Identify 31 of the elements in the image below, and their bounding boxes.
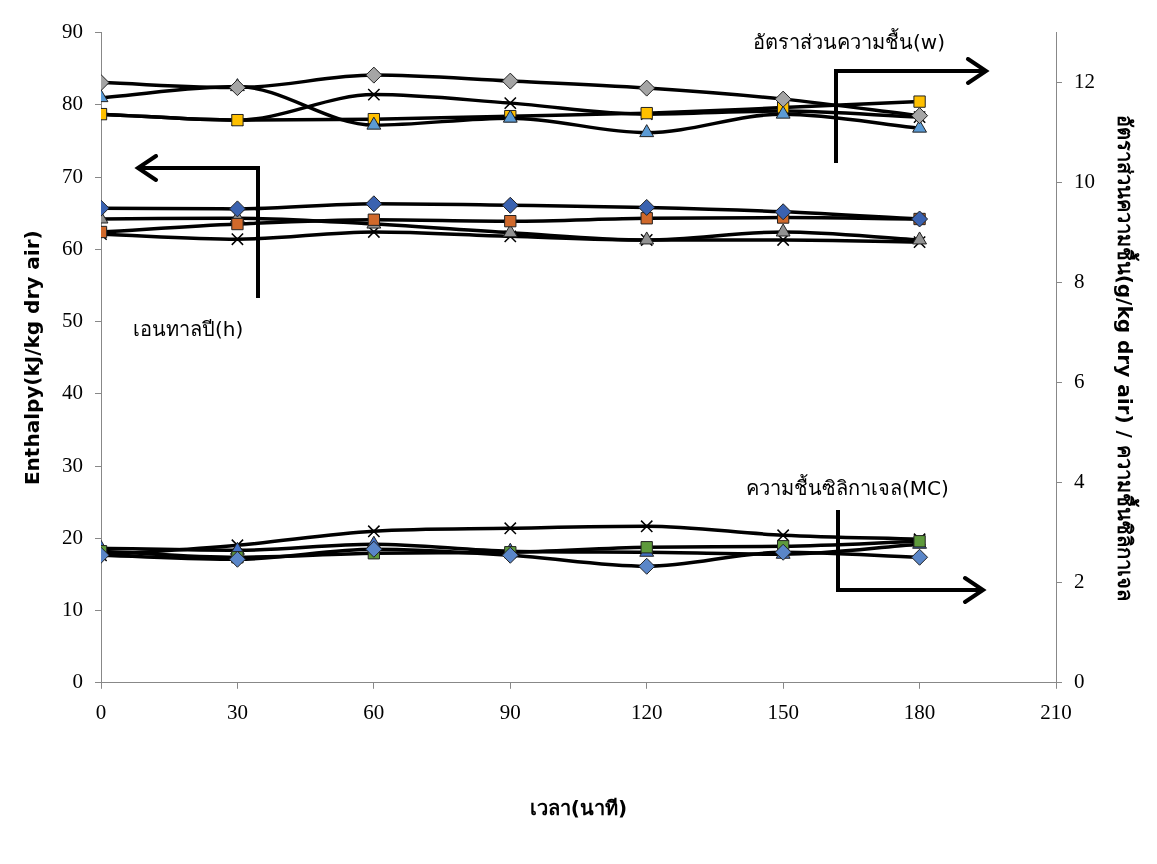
y2-tick-label: 4 bbox=[1074, 469, 1085, 494]
x-tick-label: 60 bbox=[363, 699, 385, 724]
y2-tick-label: 2 bbox=[1074, 569, 1085, 594]
x-tick-label: 210 bbox=[1040, 699, 1072, 724]
x-axis-title: เวลา(นาที) bbox=[529, 796, 628, 821]
y-axis-title: Enthalpy(kJ/kg dry air) bbox=[20, 230, 45, 486]
y2-tick-label: 10 bbox=[1074, 169, 1095, 194]
x-tick-label: 30 bbox=[226, 699, 248, 724]
y2-tick-label: 8 bbox=[1074, 269, 1085, 294]
y-tick-label: 20 bbox=[62, 524, 83, 549]
y2-tick-label: 12 bbox=[1074, 69, 1095, 94]
y-tick-label: 80 bbox=[62, 91, 83, 116]
y2-axis-title: อัตราส่วนความชื้น(g/kg dry air) / ความชื้นซิลิกาเจล bbox=[1112, 114, 1140, 601]
x-tick-label: 90 bbox=[499, 699, 521, 724]
y-tick-label: 50 bbox=[62, 308, 83, 333]
y-tick-label: 0 bbox=[72, 669, 83, 694]
annotation: ความชื้นซิลิกาเจล(MC) bbox=[746, 473, 949, 502]
annotation: เอนทาลปี(h) bbox=[133, 316, 244, 343]
annotation: อัตราส่วนความชื้น(w) bbox=[753, 27, 945, 56]
x-tick-label: 0 bbox=[95, 699, 107, 724]
y-tick-label: 40 bbox=[62, 380, 83, 405]
y2-tick-label: 0 bbox=[1074, 669, 1085, 694]
y-tick-label: 70 bbox=[62, 163, 83, 188]
x-tick-label: 150 bbox=[767, 699, 799, 724]
y-tick-label: 60 bbox=[62, 235, 83, 260]
x-tick-label: 180 bbox=[903, 699, 936, 724]
y-tick-label: 30 bbox=[62, 452, 83, 477]
y2-tick-label: 6 bbox=[1074, 369, 1085, 394]
y-tick-label: 10 bbox=[62, 597, 83, 622]
x-tick-label: 120 bbox=[630, 699, 663, 724]
y-tick-label: 90 bbox=[62, 19, 83, 44]
